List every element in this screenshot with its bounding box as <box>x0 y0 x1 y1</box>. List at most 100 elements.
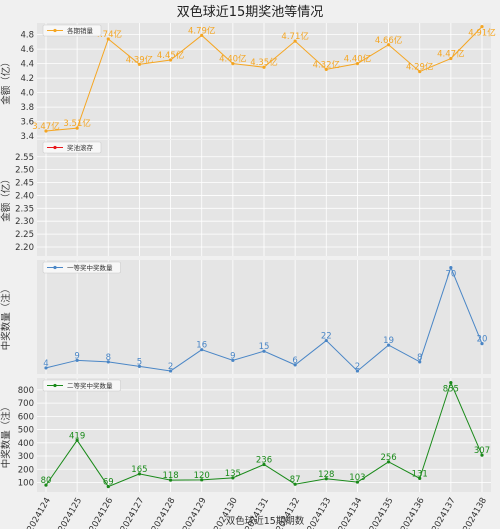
data-label: 4.47亿 <box>437 49 464 60</box>
y-tick-label: 500 <box>18 426 34 436</box>
data-label: 4.40亿 <box>344 54 371 65</box>
data-point <box>293 482 297 486</box>
x-tick-label: 2024126 <box>88 496 116 529</box>
data-point <box>449 266 453 270</box>
y-tick-label: 700 <box>18 399 34 409</box>
data-point <box>262 65 266 69</box>
legend-marker <box>53 28 57 33</box>
data-point <box>231 62 235 66</box>
y-axis-label: 中奖数量（注） <box>0 402 12 469</box>
y-tick-label: 2.40 <box>15 191 34 201</box>
y-axis-label: 中奖数量（注） <box>0 284 12 351</box>
x-axis-label: 双色球近15期期数 <box>226 515 305 527</box>
y-tick-label: 4.8 <box>20 31 34 41</box>
data-label: 6 <box>292 356 297 366</box>
y-tick-label: 2.55 <box>15 153 34 163</box>
data-point <box>293 363 297 367</box>
x-tick-label: 2024138 <box>461 496 489 529</box>
y-tick-label: 4.2 <box>20 74 34 84</box>
data-label: 236 <box>256 455 272 465</box>
data-label: 16 <box>196 341 207 351</box>
data-label: 4.35亿 <box>250 57 277 68</box>
data-label: 307 <box>474 446 490 456</box>
data-point <box>418 476 422 480</box>
data-label: 4.40亿 <box>219 54 246 65</box>
x-tick-label: 2024127 <box>119 496 147 529</box>
legend-label: 奖池滚存 <box>67 143 94 152</box>
data-point <box>293 39 297 43</box>
y-tick-label: 4.6 <box>20 45 34 55</box>
data-point <box>480 342 484 346</box>
chart-title: 双色球近15期奖池等情况 <box>177 4 324 20</box>
data-point <box>480 25 484 29</box>
data-point <box>137 364 142 368</box>
data-point <box>200 348 204 352</box>
x-tick-label: 2024134 <box>337 496 365 529</box>
data-label: 256 <box>380 453 396 463</box>
y-tick-label: 300 <box>18 452 34 462</box>
y-tick-label: 2.50 <box>15 166 34 176</box>
data-point <box>355 369 360 373</box>
x-tick-label: 2024124 <box>25 496 53 529</box>
data-label: 4 <box>43 359 48 369</box>
data-label: 128 <box>318 470 334 480</box>
data-point <box>106 360 110 364</box>
data-point <box>324 477 328 481</box>
data-label: 20 <box>477 335 488 345</box>
legend-box <box>42 141 102 154</box>
data-label: 2 <box>355 362 360 372</box>
legend-marker <box>53 145 57 150</box>
data-point <box>75 358 79 362</box>
y-tick-label: 600 <box>18 412 34 422</box>
x-tick-label: 2024137 <box>430 496 458 529</box>
data-label: 9 <box>74 351 79 361</box>
data-point <box>168 369 173 373</box>
data-point <box>480 453 484 457</box>
data-point <box>324 338 328 343</box>
x-tick-label: 2024135 <box>368 496 396 529</box>
y-axis-label: 金额（亿） <box>0 174 12 222</box>
y-tick-label: 2.20 <box>15 243 34 253</box>
legend-box <box>42 261 121 274</box>
data-point <box>355 480 360 484</box>
y-tick-label: 2.30 <box>15 217 34 227</box>
data-point <box>44 366 48 370</box>
data-label: 4.66亿 <box>375 35 402 46</box>
data-label: 4.45亿 <box>157 50 184 61</box>
data-point <box>386 460 391 464</box>
legend-marker <box>53 383 57 388</box>
data-point <box>168 58 173 62</box>
data-label: 419 <box>69 431 85 441</box>
data-label: 5 <box>137 357 142 367</box>
legend-box <box>42 24 102 37</box>
chart-panel-2: 2.202.252.302.352.402.452.502.55金额（亿）22.… <box>0 140 491 256</box>
data-point <box>75 126 79 130</box>
data-label: 3.47亿 <box>32 121 59 132</box>
data-label: 70 <box>445 270 456 280</box>
data-point <box>449 56 453 61</box>
data-point <box>137 472 142 476</box>
y-tick-label: 800 <box>18 386 34 396</box>
data-point <box>418 69 422 74</box>
data-label: 69 <box>103 478 114 488</box>
data-label: 120 <box>194 471 210 481</box>
legend-label: 二等奖中奖数量 <box>67 381 113 390</box>
data-label: 131 <box>412 469 428 479</box>
data-point <box>168 478 173 482</box>
data-label: 4.29亿 <box>406 62 433 73</box>
data-label: 4.74亿 <box>95 29 122 40</box>
x-tick-label: 2024133 <box>306 496 334 529</box>
x-tick-label: 2024136 <box>399 496 427 529</box>
y-tick-label: 2.45 <box>15 179 34 189</box>
data-point <box>106 484 110 489</box>
x-tick-label: 2024129 <box>181 496 209 529</box>
y-tick-label: 2.25 <box>15 230 34 240</box>
y-tick-label: 200 <box>18 465 34 475</box>
data-point <box>386 43 391 47</box>
data-label: 87 <box>290 475 301 485</box>
chart-panel-1: 3.4 3.6 3.8 4.0 4.2 4.4 4.6 4.8 金额（亿） 3.47亿 3.51亿 4… <box>0 23 496 142</box>
y-tick-label: 4.0 <box>20 89 34 99</box>
legend-label: 各期销量 <box>67 26 94 35</box>
data-label: 4.71亿 <box>281 31 308 42</box>
y-tick-label: 100 <box>18 478 34 488</box>
